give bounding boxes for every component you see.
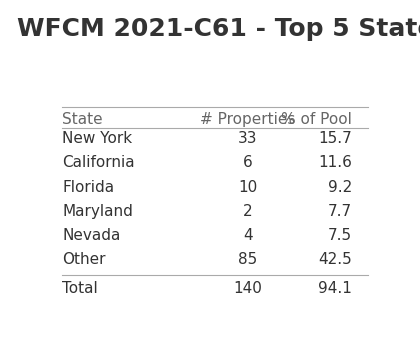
Text: # Properties: # Properties: [200, 112, 296, 127]
Text: Total: Total: [62, 281, 98, 296]
Text: New York: New York: [62, 131, 132, 146]
Text: 4: 4: [243, 228, 252, 243]
Text: 11.6: 11.6: [318, 155, 352, 171]
Text: 7.7: 7.7: [328, 204, 352, 219]
Text: 6: 6: [243, 155, 253, 171]
Text: 15.7: 15.7: [318, 131, 352, 146]
Text: % of Pool: % of Pool: [281, 112, 352, 127]
Text: 140: 140: [234, 281, 262, 296]
Text: California: California: [62, 155, 135, 171]
Text: 42.5: 42.5: [318, 252, 352, 267]
Text: Maryland: Maryland: [62, 204, 133, 219]
Text: 33: 33: [238, 131, 257, 146]
Text: 85: 85: [238, 252, 257, 267]
Text: Florida: Florida: [62, 180, 114, 194]
Text: 10: 10: [238, 180, 257, 194]
Text: 9.2: 9.2: [328, 180, 352, 194]
Text: State: State: [62, 112, 103, 127]
Text: Other: Other: [62, 252, 106, 267]
Text: Nevada: Nevada: [62, 228, 121, 243]
Text: 94.1: 94.1: [318, 281, 352, 296]
Text: 7.5: 7.5: [328, 228, 352, 243]
Text: WFCM 2021-C61 - Top 5 States: WFCM 2021-C61 - Top 5 States: [17, 17, 420, 41]
Text: 2: 2: [243, 204, 252, 219]
